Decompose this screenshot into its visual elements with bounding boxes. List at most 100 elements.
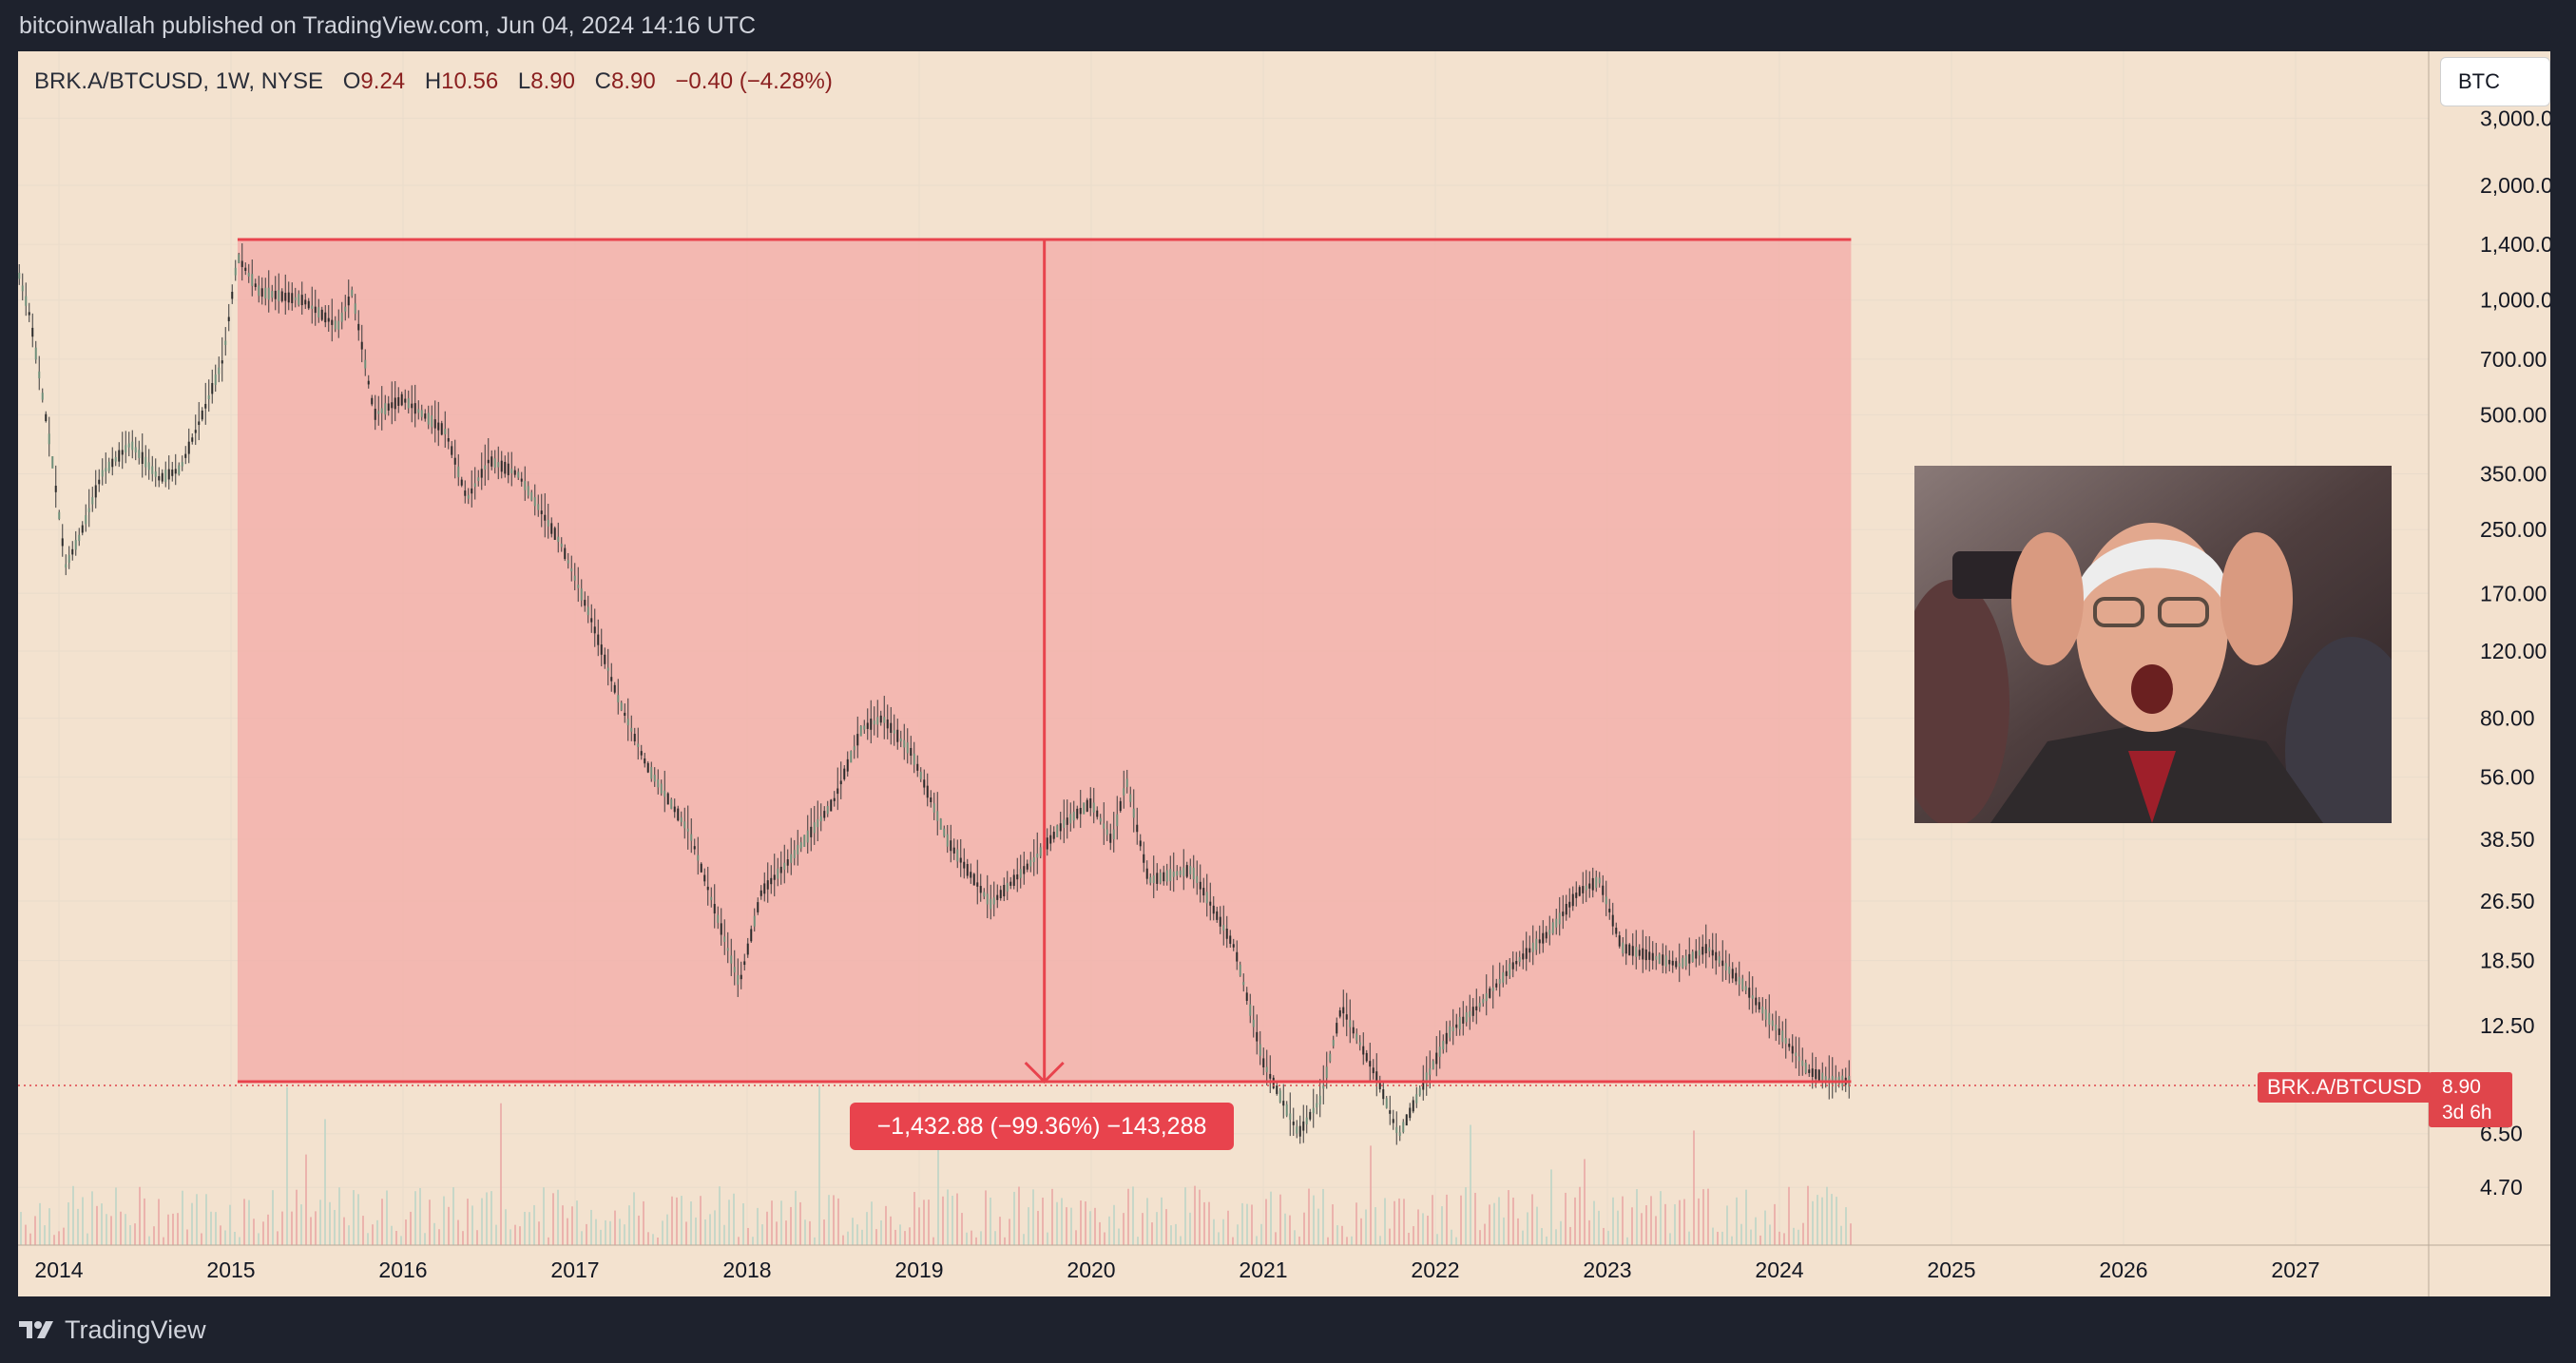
volume-bar <box>476 1230 478 1245</box>
symbol-label[interactable]: BRK.A/BTCUSD, 1W, NYSE <box>34 68 324 94</box>
candle-body <box>391 402 394 409</box>
candle-body <box>311 305 314 309</box>
candle-body <box>264 287 267 299</box>
volume-bar <box>1360 1218 1362 1245</box>
volume-bar <box>72 1185 74 1245</box>
candle-body <box>763 883 766 894</box>
candle-body <box>870 719 873 730</box>
candle-body <box>1491 987 1494 991</box>
candle-body <box>1245 992 1248 1001</box>
candle-body <box>1642 948 1644 960</box>
currency-button[interactable]: BTC <box>2440 57 2550 106</box>
tradingview-logo-icon[interactable] <box>19 1319 55 1340</box>
volume-bar <box>847 1231 849 1245</box>
candle-body <box>1192 867 1195 880</box>
volume-bar <box>372 1224 374 1245</box>
candle-body <box>743 961 746 966</box>
volume-bar <box>1009 1219 1010 1245</box>
volume-bar <box>942 1196 944 1245</box>
volume-bar <box>586 1223 587 1245</box>
candle-body <box>823 811 826 818</box>
price-chart[interactable]: 3,000.00 2,000.00 1,400.00 1,000.00 700.00 50… <box>18 51 2550 1296</box>
volume-bar <box>395 1231 397 1245</box>
volume-bar <box>719 1186 721 1245</box>
volume-bar <box>229 1204 231 1245</box>
volume-bar <box>1413 1226 1414 1245</box>
candle-body <box>1522 953 1525 960</box>
candle-body <box>280 291 283 301</box>
candle-body <box>274 290 277 299</box>
candle-body <box>231 291 234 299</box>
candle-body <box>178 465 181 474</box>
candle-body <box>314 306 317 314</box>
volume-bar <box>329 1201 331 1245</box>
candle-body <box>367 380 370 385</box>
volume-bar <box>1142 1213 1144 1245</box>
volume-bar <box>1788 1186 1790 1245</box>
candle-body <box>1036 854 1039 858</box>
candle-body <box>1006 882 1009 892</box>
candle-body <box>473 483 476 488</box>
candle-body <box>267 287 270 300</box>
candle-body <box>364 359 367 369</box>
volume-bar <box>1664 1203 1666 1245</box>
volume-bar <box>490 1191 492 1245</box>
candle-body <box>1545 931 1548 939</box>
candle-body <box>1179 870 1182 875</box>
volume-bar <box>505 1209 507 1245</box>
volume-bar <box>657 1237 659 1245</box>
candle-body <box>1498 979 1501 985</box>
volume-bar <box>172 1213 174 1245</box>
volume-bar <box>139 1186 141 1245</box>
volume-bar <box>1394 1200 1395 1245</box>
candle-body <box>893 730 895 734</box>
candle-body <box>710 896 713 900</box>
candle-body <box>1791 1046 1794 1054</box>
volume-bar <box>220 1225 221 1245</box>
volume-bar <box>923 1200 925 1245</box>
volume-bar <box>1227 1210 1229 1245</box>
candle-body <box>1651 952 1654 961</box>
candle-body <box>271 291 274 298</box>
candle-body <box>484 465 487 470</box>
volume-bar <box>856 1224 858 1245</box>
measure-label: −1,432.88 (−99.36%) −143,288 <box>850 1103 1234 1150</box>
candle-body <box>1511 962 1514 969</box>
volume-bar <box>1755 1217 1757 1245</box>
candle-body <box>1412 1100 1414 1112</box>
candle-body <box>1764 1008 1767 1020</box>
candle-body <box>327 317 330 322</box>
volume-bar <box>1327 1237 1329 1245</box>
volume-bar <box>1170 1225 1172 1245</box>
candle-body <box>404 398 407 403</box>
candle-body <box>1415 1094 1418 1104</box>
candle-body <box>1591 877 1594 891</box>
candle-body <box>1429 1068 1432 1075</box>
candle-body <box>334 320 336 330</box>
tradingview-brand[interactable]: TradingView <box>65 1315 206 1344</box>
time-tick-label: 2017 <box>550 1257 599 1282</box>
candle-body <box>843 768 846 779</box>
volume-bar <box>500 1103 502 1245</box>
volume-bar <box>538 1221 540 1245</box>
candle-body <box>1355 1033 1358 1041</box>
candle-body <box>976 882 979 887</box>
volume-bar <box>918 1207 920 1245</box>
volume-bar <box>410 1211 412 1245</box>
volume-bar <box>1275 1232 1277 1245</box>
volume-bar <box>1298 1236 1300 1245</box>
candle-body <box>324 312 327 323</box>
candle-body <box>420 410 423 417</box>
candle-body <box>304 299 307 305</box>
volume-bar <box>1132 1186 1134 1245</box>
candle-body <box>779 866 782 873</box>
candle-body <box>720 923 722 935</box>
close-value: 8.90 <box>610 68 656 94</box>
candle-body <box>1029 859 1032 867</box>
candle-body <box>1105 829 1108 835</box>
candle-body <box>1781 1030 1784 1043</box>
candle-body <box>932 803 935 813</box>
candle-body <box>1485 993 1488 1002</box>
candle-body <box>606 667 609 671</box>
volume-bar <box>96 1205 98 1245</box>
